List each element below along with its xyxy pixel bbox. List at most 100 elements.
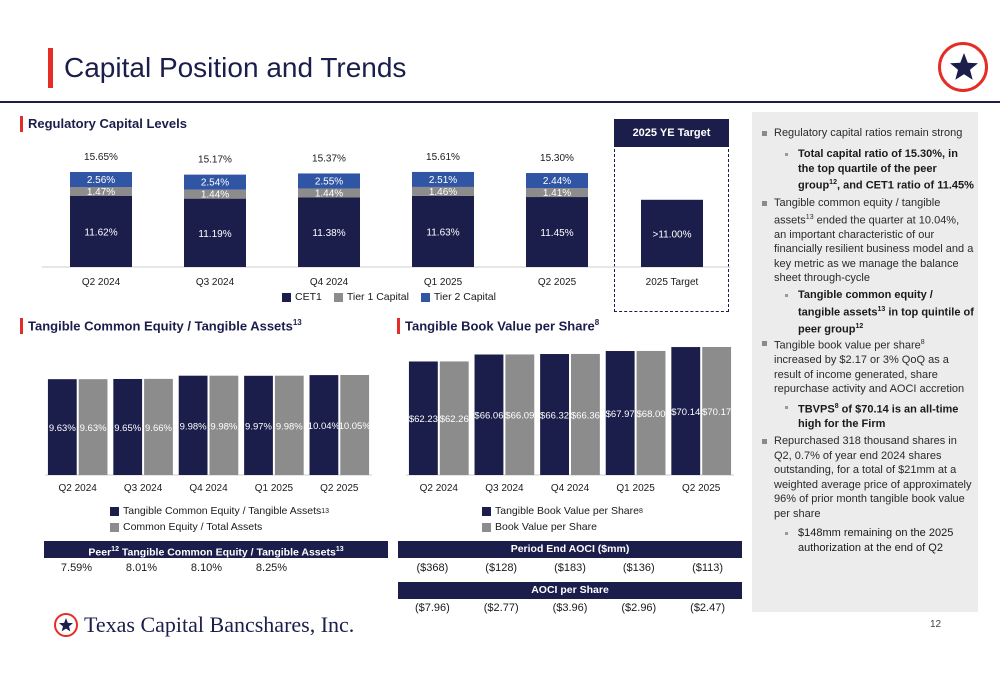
x-tick-label: Q4 2024 (551, 483, 590, 494)
x-tick-label: Q2 2024 (59, 483, 98, 494)
bar-secondary (209, 375, 239, 475)
aoci-value: ($136) (622, 562, 655, 574)
data-label: $66.06 (474, 411, 503, 422)
bar-primary (47, 379, 77, 475)
bar-tier2 (412, 171, 474, 187)
bar-secondary (340, 375, 370, 475)
peer-value: 8.01% (125, 562, 158, 574)
bar-secondary (274, 375, 304, 475)
legend-item-ce: Common Equity / Total Assets (110, 521, 329, 533)
bar-primary (540, 354, 569, 475)
total-label: 15.65% (84, 152, 118, 163)
legend-item-tce: Tangible Common Equity / Tangible Assets… (110, 505, 329, 517)
x-tick-label: Q3 2024 (196, 277, 235, 288)
bar-primary (408, 361, 438, 475)
data-label: 9.66% (145, 423, 172, 434)
bar-primary (244, 375, 273, 475)
legend-item-tbvps: Tangible Book Value per Share 8 (482, 505, 643, 517)
data-label-cet1: 11.45% (540, 228, 573, 239)
bar-cet1 (70, 196, 132, 267)
star-logo-icon (938, 42, 988, 92)
data-label-tier2: 2.51% (429, 175, 457, 186)
data-label: $70.14 (671, 407, 700, 418)
regulatory-heading: Regulatory Capital Levels (20, 116, 187, 132)
data-label: 9.97% (245, 421, 272, 432)
total-label: 15.37% (312, 153, 346, 164)
page-title: Capital Position and Trends (64, 52, 407, 83)
bar-secondary (505, 354, 535, 475)
sub-bullet-total-capital: Total capital ratio of 15.30%, in the to… (784, 147, 974, 193)
data-label: $62.23 (409, 414, 438, 425)
legend-item-tier1: Tier 1 Capital (333, 291, 409, 303)
target-heading: 2025 YE Target (614, 119, 729, 147)
aoci-ps-value: ($2.47) (690, 602, 726, 614)
x-tick-label: Q2 2025 (320, 483, 359, 494)
data-label-tier1: 1.44% (201, 190, 229, 201)
bar-tier1 (298, 188, 360, 198)
tce-legend: Tangible Common Equity / Tangible Assets… (110, 505, 329, 537)
x-tick-label: Q2 2024 (82, 277, 121, 288)
tbv-legend: Tangible Book Value per Share 8 Book Valu… (482, 505, 643, 537)
aoci-value: ($128) (485, 562, 518, 574)
data-label: $66.09 (505, 411, 534, 422)
tbv-heading: Tangible Book Value per Share8 (397, 318, 599, 335)
bar-cet1-target (641, 199, 703, 267)
bullet-regulatory: Regulatory capital ratios remain strong (760, 126, 974, 141)
aoci-ps-value: ($7.96) (414, 602, 450, 614)
aoci-per-share-header: AOCI per Share (398, 582, 742, 599)
bar-primary (309, 375, 339, 475)
bar-cet1 (184, 198, 246, 267)
bar-tier1 (70, 187, 132, 196)
bar-cet1 (412, 195, 474, 267)
data-label: 9.98% (180, 421, 207, 432)
total-label: 15.30% (540, 153, 574, 164)
x-tick-label: Q1 2025 (616, 483, 655, 494)
bar-primary (113, 378, 143, 475)
legend-item-cet1: CET1 (282, 291, 322, 303)
x-tick-label: Q4 2024 (310, 277, 349, 288)
regulatory-legend: CET1 Tier 1 Capital Tier 2 Capital (282, 291, 508, 303)
peer-value: 8.10% (190, 562, 223, 574)
sub-bullet-tbvps: TBVPS8 of $70.14 is an all-time high for… (784, 400, 974, 432)
bar-cet1 (298, 197, 360, 267)
data-label-target: >11.00% (652, 229, 691, 240)
legend-item-tier2: Tier 2 Capital (420, 291, 496, 303)
bullet-repurchase: Repurchased 318 thousand shares in Q2, 0… (760, 434, 974, 521)
tce-heading: Tangible Common Equity / Tangible Assets… (20, 318, 302, 335)
data-label: $66.32 (540, 411, 569, 422)
aoci-table-row: ($368) ($128) ($183) ($136) ($113) (398, 562, 742, 574)
total-label: 15.17% (198, 155, 232, 166)
data-label: 9.63% (49, 423, 76, 434)
data-label-cet1: 11.19% (198, 229, 231, 240)
company-logo: Texas Capital Bancshares, Inc. (54, 612, 354, 638)
data-label-tier2: 2.54% (201, 178, 229, 189)
data-label: 9.98% (210, 421, 237, 432)
peer-value: 8.25% (255, 562, 288, 574)
peer-table-header: Peer12 Tangible Common Equity / Tangible… (44, 541, 388, 559)
peer-value: 7.59% (60, 562, 93, 574)
bar-tier1 (526, 188, 588, 198)
bullet-tbv: Tangible book value per share8 increased… (760, 336, 974, 397)
bar-primary (178, 375, 208, 475)
bar-secondary (636, 350, 666, 475)
data-label: $70.17 (702, 407, 731, 418)
aoci-value: ($183) (554, 562, 586, 574)
legend-item-bvps: Book Value per Share (482, 521, 643, 533)
bar-secondary (439, 361, 469, 475)
data-label: $62.26 (440, 414, 469, 425)
peer-table-row: 7.59% 8.01% 8.10% 8.25% (44, 562, 304, 574)
bar-tier1 (184, 189, 246, 199)
aoci-ps-value: ($2.96) (621, 602, 657, 614)
data-label-tier2: 2.56% (87, 175, 115, 186)
data-label: 9.65% (114, 423, 141, 434)
data-label: 10.04% (308, 421, 341, 432)
aoci-ps-value: ($3.96) (552, 602, 588, 614)
star-icon (54, 613, 78, 637)
aoci-ps-value: ($2.77) (483, 602, 519, 614)
data-label: $68.00 (637, 409, 666, 420)
data-label-tier2: 2.55% (315, 176, 343, 187)
bar-tier2 (70, 172, 132, 187)
aoci-table-header: Period End AOCI ($mm) (398, 541, 742, 558)
